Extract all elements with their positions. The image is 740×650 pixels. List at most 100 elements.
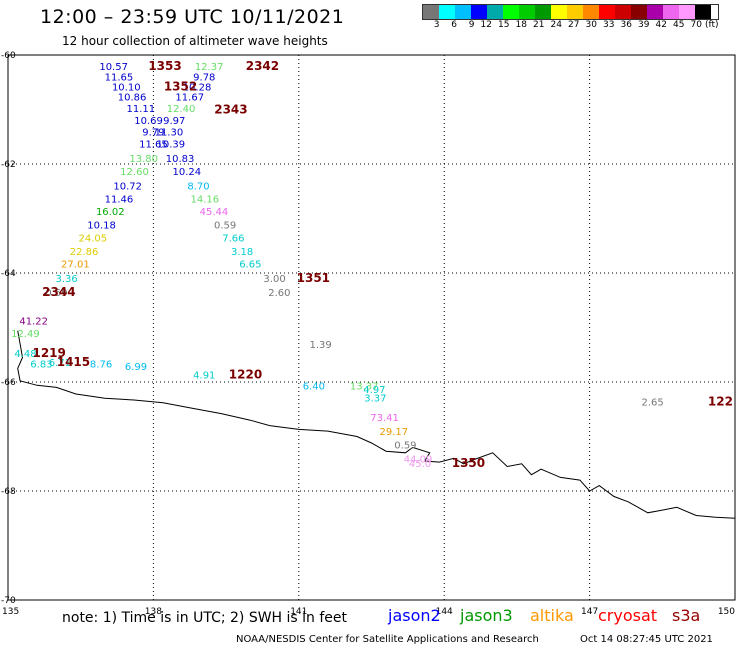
legend-label: 15 <box>498 20 510 30</box>
legend-swatch <box>583 5 599 19</box>
legend-label: 27 <box>568 20 580 30</box>
wave-height-label: 11.11 <box>126 104 155 115</box>
grid-lines <box>8 55 735 600</box>
wave-height-label: 4.91 <box>193 370 215 381</box>
legend-swatch <box>503 5 519 19</box>
wave-height-label: 8.76 <box>90 359 112 370</box>
pass-time-label: 1415 <box>57 355 90 369</box>
legend-swatch <box>679 5 695 19</box>
y-tick-label: -62 <box>1 160 16 170</box>
pass-time-label: 122 <box>708 395 733 409</box>
wave-height-label: 0.59 <box>394 441 416 452</box>
y-tick-label: -60 <box>1 51 16 61</box>
pass-time-label: 1352 <box>164 80 197 94</box>
satellite-cryosat: cryosat <box>598 606 658 625</box>
legend-labels: 3 6 9 12 15 18 21 24 27 30 33 36 39 42 45 70 (ft) <box>422 20 719 34</box>
legend-label: 6 <box>451 20 457 30</box>
wave-height-label: 4.48 <box>14 349 36 360</box>
wave-height-label: 3.37 <box>364 393 386 404</box>
legend-label: 42 <box>655 20 667 30</box>
legend-swatch <box>631 5 647 19</box>
wave-height-label: 10.69 <box>134 116 163 127</box>
legend-swatch <box>615 5 631 19</box>
legend-label: 33 <box>603 20 615 30</box>
y-tick-label: -66 <box>1 378 16 388</box>
wave-height-label: 16.02 <box>96 207 125 218</box>
legend-label: 70 <box>690 20 702 30</box>
legend-swatch <box>423 5 439 19</box>
wave-height-label: 41.22 <box>19 316 48 327</box>
legend-label: 21 <box>533 20 545 30</box>
wave-height-label: 10.24 <box>173 167 202 178</box>
wave-height-label: 12.40 <box>167 104 196 115</box>
legend-swatch <box>695 5 711 19</box>
wave-height-label: 3.18 <box>231 247 253 258</box>
wave-height-label: 9.79 <box>142 127 164 138</box>
footer-note: note: 1) Time is in UTC; 2) SWH is in fe… <box>62 610 348 626</box>
legend-label: 12 <box>480 20 492 30</box>
legend-swatch <box>551 5 567 19</box>
legend-label: 9 <box>468 20 475 30</box>
wave-height-label: 0.59 <box>45 288 67 299</box>
wave-height-label: 29.17 <box>379 427 408 438</box>
wave-height-label: 11.65 <box>105 72 134 83</box>
legend-label: 36 <box>620 20 632 30</box>
wave-height-label: 10.28 <box>183 83 212 94</box>
wave-height-label: 2.60 <box>268 288 290 299</box>
legend-swatch <box>471 5 487 19</box>
legend-swatch <box>519 5 535 19</box>
pass-time-label: 1351 <box>297 271 330 285</box>
pass-time-label: 1350 <box>452 456 485 470</box>
map-subtitle: 12 hour collection of altimeter wave hei… <box>62 34 328 48</box>
legend-swatches <box>422 4 719 20</box>
wave-height-label: 6.71 <box>49 358 71 369</box>
wave-height-label: 10.72 <box>113 181 142 192</box>
pass-time-label: 2343 <box>214 103 247 117</box>
satellite-jason2: jason2 <box>388 606 441 625</box>
wave-height-label: 6.40 <box>303 381 325 392</box>
wave-height-label: 10.18 <box>87 220 116 231</box>
wave-height-label: 10.10 <box>112 83 141 94</box>
wave-height-label: 8.70 <box>187 181 209 192</box>
wave-height-label: 10.83 <box>166 154 195 165</box>
wave-height-label: 2.65 <box>641 398 663 409</box>
wave-height-label: 24.05 <box>78 234 107 245</box>
wave-height-label: 13.37 <box>350 381 379 392</box>
legend-swatch <box>487 5 503 19</box>
wave-height-label: 44.09 <box>404 454 433 465</box>
x-tick-label: 147 <box>581 607 598 617</box>
wave-height-label: 9.97 <box>163 116 185 127</box>
wave-height-label: 6.65 <box>239 260 261 271</box>
wave-height-label: 10.39 <box>157 139 186 150</box>
legend-swatch <box>567 5 583 19</box>
x-tick-label: 138 <box>145 607 162 617</box>
legend-label: 30 <box>585 20 597 30</box>
satellite-jason3: jason3 <box>460 606 513 625</box>
wave-height-label: 3.00 <box>263 274 285 285</box>
wave-height-label: 27.01 <box>61 260 90 271</box>
coastline <box>17 330 736 519</box>
satellite-s3a: s3a <box>672 606 701 625</box>
wave-height-label: 11.46 <box>105 194 134 205</box>
wave-height-label: 7.66 <box>222 234 244 245</box>
x-tick-label: 150 <box>718 607 735 617</box>
wave-height-label: 11.65 <box>139 139 168 150</box>
y-tick-label: -70 <box>1 596 16 606</box>
wave-height-label: 14.16 <box>190 194 219 205</box>
wave-height-label: 45.44 <box>200 207 229 218</box>
x-tick-label: 135 <box>2 607 19 617</box>
legend-unit: (ft) <box>705 20 719 30</box>
pass-time-label: 1219 <box>32 346 65 360</box>
wave-height-label: 22.86 <box>70 247 99 258</box>
legend-swatch <box>439 5 455 19</box>
wave-height-label: 12.49 <box>11 329 40 340</box>
legend-label: 24 <box>550 20 562 30</box>
legend-label: 39 <box>638 20 650 30</box>
wave-height-label: 12.60 <box>120 167 149 178</box>
legend-swatch <box>647 5 663 19</box>
wave-height-label: 11.30 <box>155 127 184 138</box>
wave-height-label: 6.99 <box>125 362 147 373</box>
